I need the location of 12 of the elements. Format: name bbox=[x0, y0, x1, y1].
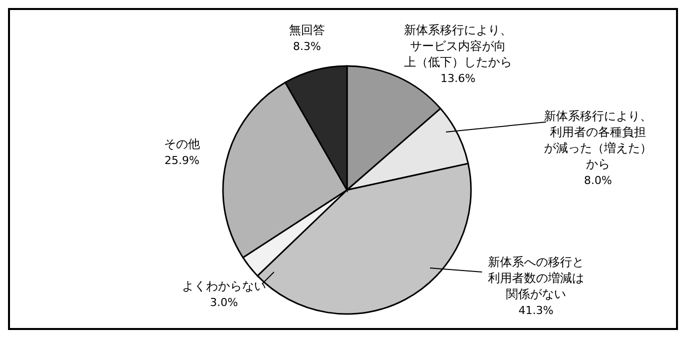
slice-label: 新体系移行により、利用者の各種負担が減った（増えた）から bbox=[544, 109, 652, 171]
data-label: 8.3% bbox=[293, 40, 321, 53]
slice-label: よくわからない bbox=[182, 279, 266, 293]
slice-label: その他 bbox=[164, 137, 200, 151]
data-label: 41.3% bbox=[518, 304, 554, 317]
slice-label: 無回答 bbox=[289, 23, 325, 37]
data-label: 13.6% bbox=[440, 72, 476, 85]
slice-label: 新体系移行により、サービス内容が向上（低下）したから bbox=[404, 23, 512, 69]
data-label: 3.0% bbox=[210, 296, 238, 309]
data-label: 8.0% bbox=[584, 174, 612, 187]
data-label: 25.9% bbox=[164, 154, 200, 167]
slice-label: 新体系への移行と利用者数の増減は関係がない bbox=[488, 255, 584, 301]
